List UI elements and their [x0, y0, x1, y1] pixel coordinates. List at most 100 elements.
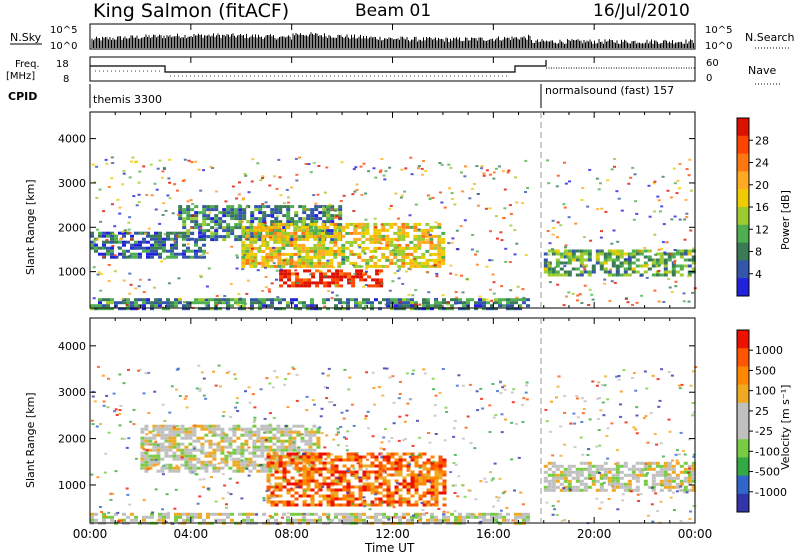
power-cell — [369, 237, 374, 241]
velocity-cell — [134, 518, 138, 522]
power-speckle — [501, 170, 505, 173]
velocity-cell — [204, 466, 209, 470]
velocity-cell — [358, 461, 363, 465]
velocity-cell — [302, 491, 307, 495]
velocity-cell — [386, 485, 391, 489]
nsky-label: N.Sky — [10, 31, 42, 44]
velocity-cell — [182, 512, 186, 516]
velocity-speckle — [434, 433, 438, 435]
power-cell — [347, 275, 352, 279]
velocity-cell — [294, 479, 299, 483]
velocity-cell — [208, 427, 213, 431]
power-speckle — [653, 210, 657, 213]
velocity-speckle — [660, 484, 664, 487]
velocity-cell — [346, 485, 351, 489]
velocity-cell — [192, 466, 197, 470]
velocity-speckle — [207, 489, 211, 491]
power-cell — [611, 252, 616, 256]
power-cell — [241, 225, 246, 229]
power-cell — [631, 270, 636, 274]
power-cell — [178, 231, 182, 235]
power-cell — [329, 246, 334, 250]
power-speckle — [251, 260, 255, 263]
velocity-cell — [184, 436, 189, 440]
velocity-cell — [168, 427, 173, 431]
power-cell — [575, 258, 580, 262]
power-cell — [345, 255, 350, 259]
velocity-cell — [398, 455, 403, 459]
velocity-cell — [180, 424, 185, 428]
power-speckle — [127, 221, 131, 224]
velocity-cell — [296, 457, 301, 461]
power-speckle — [104, 240, 108, 243]
power-cell — [514, 298, 518, 302]
power-speckle — [396, 269, 400, 272]
velocity-cell — [152, 445, 157, 449]
velocity-speckle — [591, 380, 595, 383]
power-cell — [631, 255, 636, 259]
power-speckle — [676, 179, 680, 182]
velocity-cell — [298, 494, 303, 498]
power-cell — [631, 252, 636, 256]
power-cell — [430, 307, 434, 311]
power-cell — [583, 249, 588, 253]
velocity-speckle — [229, 416, 233, 418]
power-speckle — [221, 300, 225, 303]
power-speckle — [332, 266, 336, 269]
velocity-cell — [418, 497, 423, 501]
velocity-cell — [156, 448, 161, 452]
power-speckle — [316, 193, 320, 196]
velocity-cell — [430, 491, 435, 495]
power-cell — [514, 307, 518, 311]
power-speckle — [355, 183, 359, 186]
power-cell — [218, 235, 223, 239]
velocity-cell — [394, 467, 399, 471]
velocity-cell — [168, 463, 173, 467]
velocity-speckle — [154, 458, 158, 461]
power-cell — [162, 243, 166, 247]
velocity-speckle — [598, 444, 602, 447]
velocity-cell — [256, 445, 261, 449]
power-cell — [417, 240, 422, 244]
velocity-cell — [172, 439, 177, 443]
power-cell — [297, 252, 302, 256]
velocity-speckle — [586, 454, 590, 456]
power-cell — [314, 214, 319, 218]
velocity-speckle — [276, 522, 280, 525]
velocity-cell — [270, 503, 275, 507]
velocity-cell — [202, 518, 206, 522]
velocity-cell — [522, 518, 526, 522]
power-cell — [269, 249, 274, 253]
power-speckle — [268, 236, 272, 239]
velocity-cell — [350, 494, 355, 498]
velocity-cell — [334, 488, 339, 492]
velocity-cell — [180, 442, 185, 446]
power-cell — [339, 284, 344, 288]
velocity-speckle — [635, 414, 639, 417]
power-speckle — [683, 218, 687, 221]
velocity-speckle — [607, 498, 611, 500]
velocity-cell — [595, 470, 600, 474]
velocity-cell — [394, 485, 399, 489]
velocity-cell — [276, 427, 281, 431]
power-speckle — [652, 182, 656, 185]
velocity-cell — [198, 512, 202, 516]
velocity-speckle — [598, 472, 602, 474]
velocity-speckle — [356, 462, 360, 465]
velocity-speckle — [239, 453, 243, 456]
velocity-cell — [390, 491, 395, 495]
velocity-speckle — [313, 403, 316, 406]
power-cell — [253, 258, 258, 262]
velocity-cell — [575, 488, 580, 492]
velocity-cell — [394, 458, 399, 462]
power-speckle — [617, 197, 621, 200]
power-speckle — [236, 256, 239, 259]
velocity-speckle — [346, 430, 350, 433]
power-speckle — [396, 239, 400, 242]
power-cell — [615, 249, 620, 253]
power-cell — [254, 208, 259, 212]
velocity-cell — [248, 469, 253, 473]
velocity-cell — [278, 464, 283, 468]
velocity-cell — [176, 433, 181, 437]
power-speckle — [342, 194, 346, 197]
